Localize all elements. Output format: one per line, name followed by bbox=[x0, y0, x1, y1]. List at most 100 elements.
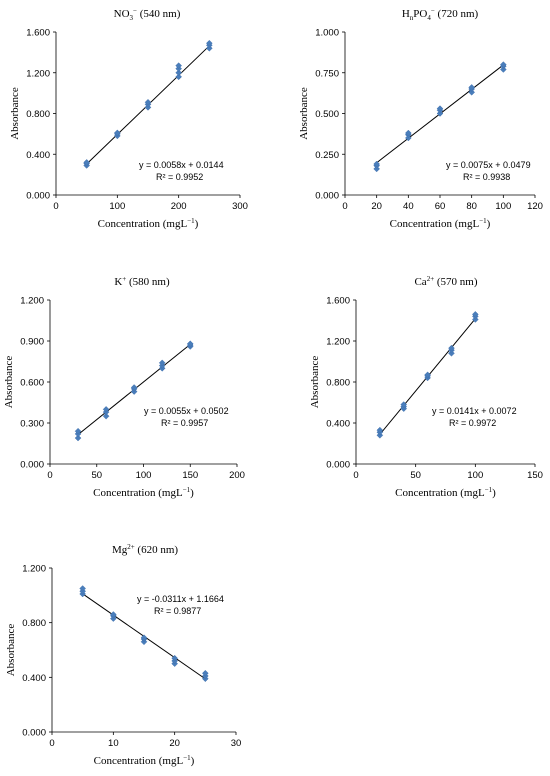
chart-panel-2: 0.000 0.250 0.500 0.750 1.000 0 20 40 60 80 100 120… bbox=[298, 7, 543, 230]
data-point bbox=[110, 611, 117, 618]
y-tick-label: 1.600 bbox=[326, 296, 350, 307]
data-point bbox=[500, 61, 507, 68]
chart-title: NO3− (540 nm) bbox=[114, 7, 181, 22]
y-tick-label: 0.900 bbox=[20, 337, 44, 348]
y-tick-label: 1.200 bbox=[326, 337, 350, 348]
data-point bbox=[102, 412, 110, 420]
fit-r-squared: R² = 0.9972 bbox=[449, 418, 496, 428]
data-point bbox=[202, 669, 209, 677]
data-point bbox=[79, 585, 86, 592]
data-point bbox=[468, 84, 475, 91]
x-tick-label: 20 bbox=[169, 738, 180, 749]
data-point bbox=[171, 654, 178, 662]
y-tick-label: 1.600 bbox=[26, 28, 50, 39]
fit-equation: y = 0.0075x + 0.0479 bbox=[446, 160, 531, 170]
x-tick-label: 50 bbox=[91, 470, 102, 481]
fit-r-squared: R² = 0.9877 bbox=[154, 606, 201, 616]
data-point bbox=[376, 426, 384, 434]
x-tick-label: 150 bbox=[527, 470, 543, 481]
data-point bbox=[472, 311, 479, 318]
chart-panel-1: 0.000 0.400 0.800 1.200 1.600 0 100 200 300 y = 0… bbox=[9, 7, 248, 230]
chart-panel-4: 0.000 0.400 0.800 1.200 1.600 0 50 100 150 y = 0.… bbox=[309, 275, 543, 499]
fit-equation: y = 0.0058x + 0.0144 bbox=[139, 160, 224, 170]
data-point bbox=[405, 129, 412, 137]
data-point bbox=[158, 359, 166, 367]
y-tick-label: 0.800 bbox=[22, 618, 46, 629]
x-tick-label: 100 bbox=[467, 470, 483, 481]
data-point bbox=[175, 69, 182, 77]
x-tick-label: 100 bbox=[109, 201, 125, 212]
x-tick-label: 120 bbox=[527, 201, 543, 212]
x-tick-label: 80 bbox=[466, 201, 477, 212]
y-tick-label: 0.300 bbox=[20, 419, 44, 430]
fit-r-squared: R² = 0.9938 bbox=[463, 172, 510, 182]
data-point bbox=[130, 384, 138, 391]
y-tick-label: 0.750 bbox=[315, 68, 339, 79]
data-point bbox=[74, 434, 82, 442]
x-tick-label: 30 bbox=[231, 738, 242, 749]
y-tick-label: 0.400 bbox=[22, 673, 46, 684]
chart-title: Mg2+ (620 nm) bbox=[112, 543, 178, 556]
data-point bbox=[448, 344, 455, 352]
chart-panel-5: 0.000 0.400 0.800 1.200 0 10 20 30 y = -0.0311x … bbox=[5, 543, 241, 767]
data-point bbox=[74, 427, 82, 435]
y-tick-label: 0.400 bbox=[26, 150, 50, 161]
fit-equation: y = -0.0311x + 1.1664 bbox=[137, 594, 224, 604]
y-axis-label: Absorbance bbox=[298, 87, 310, 140]
x-axis-label: Concentration (mgL−1) bbox=[94, 754, 195, 767]
data-point bbox=[140, 634, 148, 641]
data-point bbox=[373, 160, 380, 168]
data-point bbox=[114, 129, 121, 137]
chart-title: K+ (580 nm) bbox=[114, 275, 170, 288]
x-tick-label: 10 bbox=[108, 738, 119, 749]
y-tick-label: 0.400 bbox=[326, 419, 350, 430]
y-tick-label: 1.200 bbox=[26, 68, 50, 79]
y-axis-label: Absorbance bbox=[309, 356, 321, 409]
x-tick-label: 0 bbox=[47, 470, 52, 481]
y-tick-label: 1.000 bbox=[315, 28, 339, 39]
x-tick-label: 0 bbox=[49, 738, 54, 749]
y-tick-label: 0.000 bbox=[22, 728, 46, 739]
x-tick-label: 0 bbox=[342, 201, 347, 212]
x-tick-label: 60 bbox=[435, 201, 446, 212]
x-tick-label: 100 bbox=[136, 470, 152, 481]
x-tick-label: 200 bbox=[171, 201, 187, 212]
y-axis-label: Absorbance bbox=[9, 87, 21, 140]
data-point bbox=[175, 73, 182, 81]
data-point bbox=[436, 105, 444, 112]
chart-title: Ca2+ (570 nm) bbox=[414, 275, 477, 288]
chart-panel-3: 0.000 0.300 0.600 0.900 1.200 0 50 100 150 200 y =… bbox=[3, 275, 245, 499]
y-tick-label: 0.000 bbox=[20, 460, 44, 471]
data-point bbox=[424, 371, 431, 379]
data-point bbox=[175, 62, 182, 69]
x-tick-label: 100 bbox=[495, 201, 511, 212]
x-tick-label: 150 bbox=[182, 470, 198, 481]
y-tick-label: 0.600 bbox=[20, 378, 44, 389]
x-tick-label: 0 bbox=[53, 201, 58, 212]
chart-title: HnPO4− (720 nm) bbox=[402, 7, 479, 22]
y-tick-label: 0.250 bbox=[315, 150, 339, 161]
x-axis-label: Concentration (mgL−1) bbox=[395, 486, 496, 499]
x-axis-label: Concentration (mgL−1) bbox=[98, 217, 199, 230]
y-tick-label: 1.200 bbox=[22, 564, 46, 575]
data-point bbox=[186, 340, 194, 348]
y-tick-label: 0.500 bbox=[315, 109, 339, 120]
data-point bbox=[206, 39, 213, 47]
x-tick-label: 200 bbox=[229, 470, 245, 481]
y-tick-label: 0.000 bbox=[26, 191, 50, 202]
y-tick-label: 0.800 bbox=[326, 378, 350, 389]
y-axis-label: Absorbance bbox=[3, 356, 15, 409]
x-axis-label: Concentration (mgL−1) bbox=[93, 486, 194, 499]
x-tick-label: 50 bbox=[410, 470, 421, 481]
x-tick-label: 40 bbox=[403, 201, 414, 212]
fit-equation: y = 0.0055x + 0.0502 bbox=[144, 406, 229, 416]
fit-r-squared: R² = 0.9957 bbox=[161, 418, 208, 428]
y-tick-label: 0.000 bbox=[326, 460, 350, 471]
x-tick-label: 20 bbox=[371, 201, 382, 212]
data-point bbox=[400, 401, 408, 408]
data-point bbox=[144, 99, 152, 106]
y-axis-label: Absorbance bbox=[5, 624, 17, 677]
fit-r-squared: R² = 0.9952 bbox=[156, 172, 203, 182]
x-tick-label: 300 bbox=[232, 201, 248, 212]
y-tick-label: 0.000 bbox=[315, 191, 339, 202]
